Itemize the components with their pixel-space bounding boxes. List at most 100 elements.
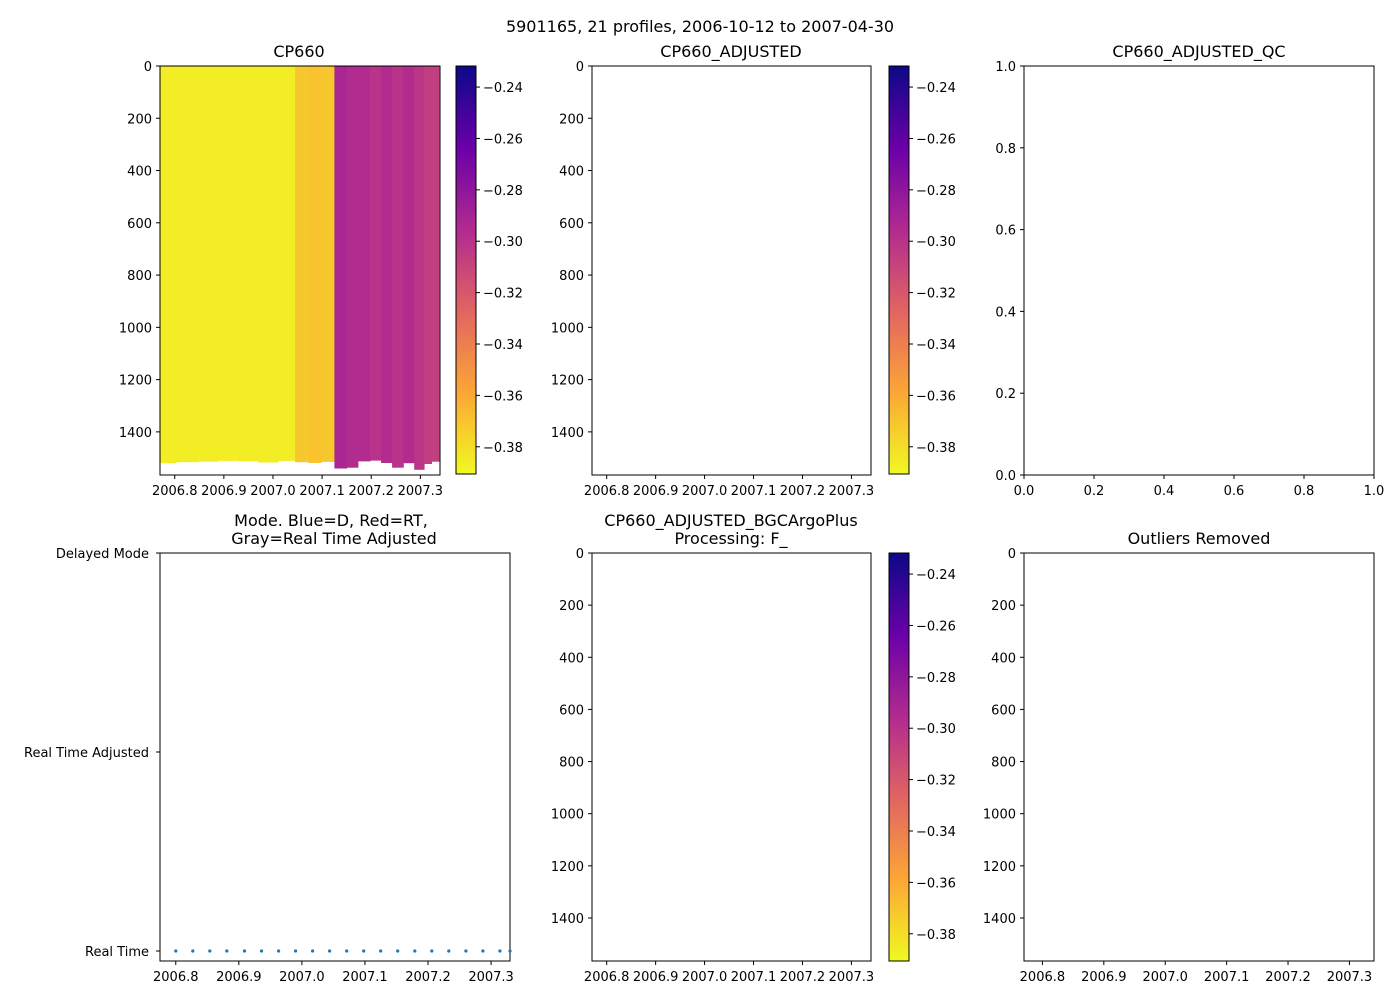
heatmap-profile xyxy=(160,66,177,464)
mode-point xyxy=(328,949,332,953)
heatmap-profile xyxy=(403,66,415,464)
colorbar-tick-label: −0.26 xyxy=(916,132,956,147)
mode-point xyxy=(345,949,349,953)
y-tick-label: 0.2 xyxy=(995,387,1016,402)
x-tick-label: 0.6 xyxy=(1224,484,1245,499)
colorbar-tick-label: −0.38 xyxy=(916,441,956,456)
panel-bgc-frame xyxy=(591,552,872,962)
panel-mode-x-axis: 2006.8 2006.9 2007.0 2007.1 2007.2 2007.3 xyxy=(153,961,514,985)
panel-cp660-title: CP660 xyxy=(273,42,324,61)
y-tick-label: 1000 xyxy=(119,321,152,336)
heatmap-profile xyxy=(392,66,404,468)
panel-cp660-frame xyxy=(159,65,441,476)
panel-outliers-x-axis: 2006.8 2006.9 2007.0 2007.1 2007.2 2007.3 xyxy=(1020,961,1372,985)
panel-mode-points xyxy=(174,949,512,953)
panel-cp660-adjusted-x-axis: 2006.8 2006.9 2007.0 2007.1 2007.2 2007.3 xyxy=(584,475,874,499)
panel-outliers: Outliers Removed 2006.8 2006.9 2007.0 2007.… xyxy=(983,529,1375,985)
y-tick-label: 1200 xyxy=(551,860,584,875)
panel-bgc-title-line1: CP660_ADJUSTED_BGCArgoPlus xyxy=(604,511,857,531)
colorbar-tick-label: −0.28 xyxy=(483,184,523,199)
heatmap-profile xyxy=(424,66,432,464)
heatmap-profile xyxy=(431,66,440,462)
colorbar-tick-label: −0.32 xyxy=(916,287,956,302)
x-tick-label: 2007.0 xyxy=(682,484,728,499)
x-tick-label: 2007.1 xyxy=(731,970,777,985)
y-tick-label: 600 xyxy=(127,217,152,232)
panel-mode: Mode. Blue=D, Red=RT, Gray=Real Time Adj… xyxy=(24,511,514,985)
panel-mode-frame xyxy=(159,552,511,962)
x-tick-label: 2007.0 xyxy=(682,970,728,985)
x-tick-label: 2007.2 xyxy=(780,484,826,499)
x-tick-label: 0.8 xyxy=(1294,484,1315,499)
panel-outliers-frame xyxy=(1023,552,1375,962)
y-tick-label: 0 xyxy=(144,60,152,75)
y-tick-label: 1200 xyxy=(119,374,152,389)
panel-outliers-y-axis: 0 200 400 600 800 1000 1200 1400 xyxy=(983,547,1024,927)
heatmap-profile xyxy=(258,66,279,463)
colorbar-tick-label: −0.28 xyxy=(916,184,956,199)
panel-outliers-title: Outliers Removed xyxy=(1128,529,1271,548)
x-tick-label: 2006.9 xyxy=(216,970,262,985)
colorbar-tick-label: −0.38 xyxy=(916,928,956,943)
colorbar-tick-label: −0.34 xyxy=(916,825,956,840)
x-tick-label: 0.4 xyxy=(1154,484,1175,499)
x-tick-label: 2007.3 xyxy=(468,970,514,985)
x-tick-label: 2007.2 xyxy=(780,970,826,985)
panel-qc-title: CP660_ADJUSTED_QC xyxy=(1112,42,1285,62)
mode-point xyxy=(464,949,468,953)
panel-cp660-adjusted-y-axis: 0 200 400 600 800 1000 1200 1400 xyxy=(551,60,592,441)
mode-point xyxy=(191,949,195,953)
mode-point xyxy=(447,949,451,953)
x-tick-label: 2007.3 xyxy=(398,484,444,499)
y-tick-label: 400 xyxy=(991,651,1016,666)
panel-bgc: CP660_ADJUSTED_BGCArgoPlus Processing: F… xyxy=(551,511,956,985)
x-tick-label: 2007.1 xyxy=(731,484,777,499)
panel-mode-title-line1: Mode. Blue=D, Red=RT, xyxy=(234,511,428,530)
heatmap-profile xyxy=(334,66,348,469)
x-tick-label: 2006.8 xyxy=(584,970,630,985)
mode-point xyxy=(362,949,366,953)
heatmap-profile xyxy=(277,66,296,461)
panel-cp660: CP660 2006.8 2006.9 2007.0 2007.1 2007.2 2007… xyxy=(119,42,523,499)
panel-qc-x-axis: 0.0 0.2 0.4 0.6 0.8 1.0 xyxy=(1014,475,1384,499)
mode-point xyxy=(208,949,212,953)
heatmap-profile xyxy=(381,66,393,463)
mode-point xyxy=(174,949,178,953)
y-tick-label: 1.0 xyxy=(995,60,1016,75)
colorbar-tick-label: −0.32 xyxy=(916,774,956,789)
y-tick-label: 200 xyxy=(991,599,1016,614)
x-tick-label: 2007.1 xyxy=(342,970,388,985)
panel-bgc-colorbar-ticks: −0.24 −0.26 −0.28 −0.30 −0.32 −0.34 −0.36 −0.38 xyxy=(909,568,956,943)
heatmap-profile xyxy=(414,66,425,470)
y-tick-label: Real Time Adjusted xyxy=(24,746,149,761)
y-tick-label: 1200 xyxy=(983,860,1016,875)
colorbar-tick-label: −0.24 xyxy=(483,81,523,96)
colorbar-tick-label: −0.30 xyxy=(483,235,523,250)
colorbar-tick-label: −0.38 xyxy=(483,441,523,456)
panel-cp660-colorbar xyxy=(455,65,477,475)
x-tick-label: 2007.1 xyxy=(1204,970,1250,985)
colorbar-tick-label: −0.34 xyxy=(916,338,956,353)
y-tick-label: 0.0 xyxy=(995,469,1016,484)
colorbar-tick-label: −0.32 xyxy=(483,287,523,302)
mode-point xyxy=(242,949,247,953)
colorbar-tick-label: −0.30 xyxy=(916,722,956,737)
mode-point xyxy=(508,949,512,953)
panel-mode-title-line2: Gray=Real Time Adjusted xyxy=(231,529,437,548)
figure-title: 5901165, 21 profiles, 2006-10-12 to 2007… xyxy=(506,17,894,36)
y-tick-label: 600 xyxy=(559,217,584,232)
colorbar-tick-label: −0.36 xyxy=(483,389,523,404)
x-tick-label: 2007.0 xyxy=(250,484,296,499)
mode-point xyxy=(294,949,298,953)
x-tick-label: 2006.8 xyxy=(1020,970,1066,985)
y-tick-label: 200 xyxy=(559,112,584,127)
y-tick-label: 1200 xyxy=(551,374,584,389)
panel-bgc-y-axis: 0 200 400 600 800 1000 1200 1400 xyxy=(551,547,592,927)
y-tick-label: 800 xyxy=(559,756,584,771)
panel-cp660-adjusted-colorbar-ticks: −0.24 −0.26 −0.28 −0.30 −0.32 −0.34 −0.36 −0.38 xyxy=(909,81,956,456)
panel-cp660-y-axis: 0 200 400 600 800 1000 1200 1400 xyxy=(119,60,160,441)
heatmap-profile xyxy=(295,66,310,463)
x-tick-label: 2007.0 xyxy=(279,970,325,985)
panel-cp660-adjusted-frame xyxy=(591,65,872,476)
